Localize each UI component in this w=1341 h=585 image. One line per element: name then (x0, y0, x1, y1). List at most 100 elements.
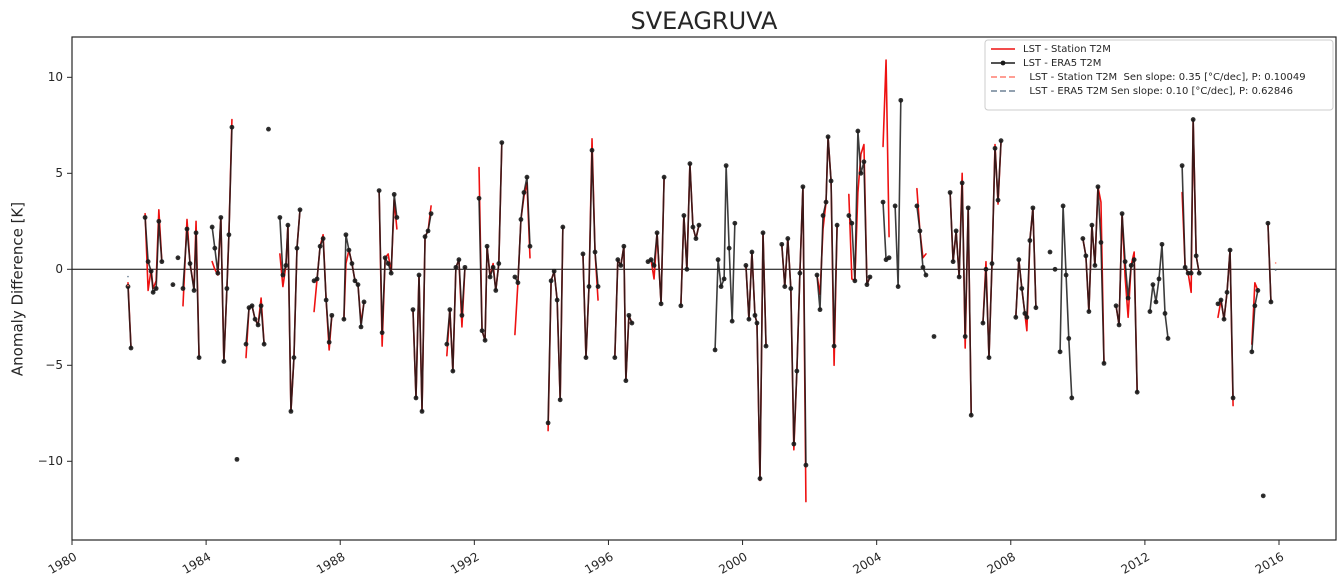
x-tick-label: 2000 (716, 550, 749, 577)
data-point (629, 320, 635, 326)
data-point (1147, 309, 1153, 314)
data-point (797, 270, 803, 276)
data-point (450, 368, 456, 374)
legend-label: LST - Station T2M (1023, 44, 1111, 55)
data-point (496, 261, 502, 266)
series-line (343, 249, 365, 324)
data-point (1218, 297, 1224, 303)
data-point (983, 266, 989, 272)
data-point (479, 328, 485, 334)
data-point (524, 174, 530, 180)
data-point (329, 312, 335, 318)
data-point (243, 341, 249, 347)
data-point (586, 284, 592, 289)
data-point (580, 251, 586, 257)
data-point (493, 288, 499, 293)
data-point (828, 178, 834, 184)
data-point (554, 297, 560, 303)
data-point (422, 234, 428, 240)
data-point (1030, 205, 1036, 211)
data-point (343, 232, 349, 238)
data-point (595, 284, 601, 289)
data-point (1190, 117, 1196, 122)
y-tick-label: −5 (45, 358, 63, 372)
data-point (615, 257, 621, 263)
data-point (1224, 289, 1230, 295)
data-point (1128, 263, 1134, 268)
data-point (388, 270, 394, 276)
data-point (499, 140, 505, 145)
data-point (180, 286, 186, 291)
data-point (989, 261, 995, 266)
data-point (258, 303, 264, 309)
data-point (548, 278, 554, 284)
data-point (1182, 264, 1188, 270)
data-point (349, 261, 355, 266)
data-point (661, 174, 667, 180)
data-point (1013, 314, 1019, 320)
x-tick-label: 1992 (448, 550, 481, 577)
data-point (323, 297, 329, 303)
data-point (355, 282, 361, 288)
series-line (478, 141, 503, 342)
data-point (1113, 303, 1119, 309)
data-point (684, 266, 690, 272)
data-point (794, 368, 800, 374)
data-point (252, 316, 258, 322)
data-point (726, 245, 732, 251)
data-point (1047, 249, 1053, 255)
data-point (1153, 299, 1159, 305)
data-point (456, 257, 462, 263)
series-line (582, 149, 599, 359)
data-point (846, 213, 852, 218)
legend-box (984, 39, 1334, 111)
data-point (1162, 311, 1168, 316)
data-point (1116, 322, 1122, 328)
data-point (459, 312, 465, 318)
data-point (721, 276, 727, 282)
data-point (621, 243, 627, 249)
data-point (428, 211, 434, 217)
data-point (1060, 203, 1066, 209)
data-point (249, 303, 255, 309)
data-point (1265, 220, 1271, 226)
data-point (159, 259, 165, 265)
data-point (618, 263, 624, 268)
data-point (1052, 266, 1058, 272)
data-point (690, 224, 696, 230)
data-point (754, 320, 760, 326)
data-point (317, 243, 323, 249)
series-line (547, 226, 564, 424)
series-line (816, 136, 838, 347)
data-point (288, 408, 294, 414)
data-point (283, 263, 289, 268)
data-point (1150, 282, 1156, 288)
data-point (950, 259, 956, 265)
data-point (965, 205, 971, 211)
data-point (612, 355, 618, 361)
data-point (521, 190, 527, 195)
data-point (592, 249, 598, 255)
data-point (861, 159, 867, 165)
data-point (757, 476, 763, 481)
data-point (623, 378, 629, 384)
data-point (658, 301, 664, 307)
data-point (1057, 349, 1063, 355)
chart-title: SVEAGRUVA (631, 7, 779, 35)
data-point (145, 259, 151, 265)
series-line (1181, 118, 1201, 274)
data-point (864, 282, 870, 288)
data-point (779, 241, 785, 247)
data-point (696, 222, 702, 228)
data-point (1179, 163, 1185, 169)
legend-label: LST - Station T2M Sen slope: 0.35 [°C/de… (1023, 72, 1306, 83)
series-line (182, 228, 200, 359)
data-point (218, 215, 224, 220)
data-point (209, 224, 215, 230)
data-point (583, 355, 589, 361)
data-point (125, 284, 131, 289)
data-point (589, 147, 595, 153)
data-point (1193, 253, 1199, 259)
data-point (142, 215, 148, 220)
